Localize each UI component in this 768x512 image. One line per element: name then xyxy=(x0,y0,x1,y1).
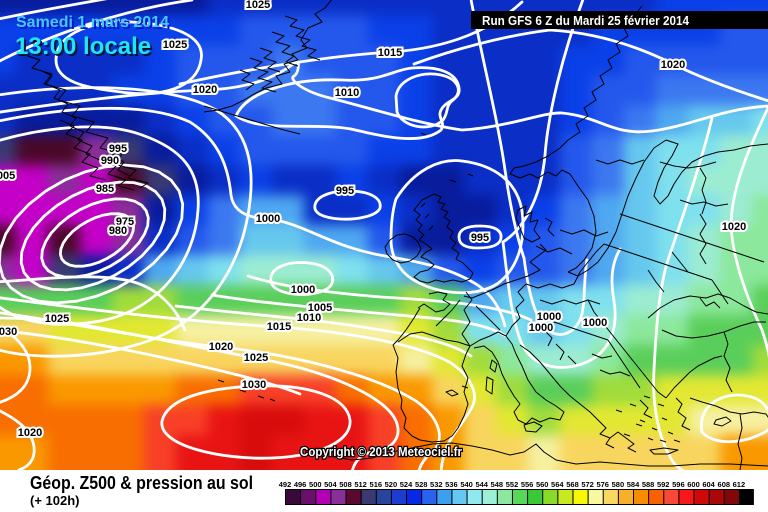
svg-text:13:00 locale: 13:00 locale xyxy=(17,35,153,62)
svg-text:500: 500 xyxy=(309,480,322,489)
svg-text:588: 588 xyxy=(642,480,655,489)
svg-text:496: 496 xyxy=(294,480,307,489)
svg-text:995: 995 xyxy=(471,232,489,244)
svg-text:975: 975 xyxy=(116,216,134,228)
svg-text:492: 492 xyxy=(279,480,292,489)
svg-text:580: 580 xyxy=(612,480,625,489)
svg-text:612: 612 xyxy=(733,480,746,489)
svg-text:995: 995 xyxy=(109,143,127,155)
svg-text:508: 508 xyxy=(339,480,352,489)
svg-text:520: 520 xyxy=(385,480,398,489)
svg-text:1020: 1020 xyxy=(18,427,42,439)
svg-text:516: 516 xyxy=(370,480,383,489)
svg-text:556: 556 xyxy=(521,480,534,489)
svg-text:608: 608 xyxy=(718,480,731,489)
svg-text:564: 564 xyxy=(551,480,564,489)
svg-text:568: 568 xyxy=(566,480,579,489)
svg-text:1015: 1015 xyxy=(378,47,402,59)
svg-text:1000: 1000 xyxy=(291,284,315,296)
svg-text:572: 572 xyxy=(581,480,594,489)
svg-text:1005: 1005 xyxy=(308,302,332,314)
svg-text:1025: 1025 xyxy=(45,313,69,325)
svg-text:Run GFS 6 Z du Mardi 25 févrie: Run GFS 6 Z du Mardi 25 février 2014 xyxy=(482,14,689,28)
svg-text:540: 540 xyxy=(460,480,473,489)
svg-text:1000: 1000 xyxy=(583,317,607,329)
svg-text:Samedi 1 mars 2014: Samedi 1 mars 2014 xyxy=(18,16,171,33)
svg-text:544: 544 xyxy=(475,480,488,489)
svg-text:1025: 1025 xyxy=(244,352,268,364)
svg-text:1030: 1030 xyxy=(242,379,266,391)
svg-text:528: 528 xyxy=(415,480,428,489)
svg-text:552: 552 xyxy=(506,480,519,489)
svg-text:1020: 1020 xyxy=(661,59,685,71)
svg-text:(+ 102h): (+ 102h) xyxy=(30,493,80,508)
svg-text:985: 985 xyxy=(96,183,114,195)
svg-text:504: 504 xyxy=(324,480,337,489)
svg-text:512: 512 xyxy=(354,480,367,489)
svg-text:1025: 1025 xyxy=(163,39,187,51)
svg-text:990: 990 xyxy=(101,155,119,167)
svg-text:005: 005 xyxy=(0,170,15,182)
svg-text:1020: 1020 xyxy=(209,341,233,353)
svg-text:532: 532 xyxy=(430,480,443,489)
svg-text:584: 584 xyxy=(627,480,640,489)
svg-text:536: 536 xyxy=(445,480,458,489)
svg-text:13:00 locale: 13:00 locale xyxy=(15,33,151,60)
svg-text:524: 524 xyxy=(400,480,413,489)
svg-text:548: 548 xyxy=(491,480,504,489)
svg-text:600: 600 xyxy=(687,480,700,489)
svg-text:592: 592 xyxy=(657,480,670,489)
svg-text:1030: 1030 xyxy=(0,326,17,338)
svg-text:995: 995 xyxy=(336,185,354,197)
svg-text:1020: 1020 xyxy=(193,84,217,96)
svg-text:1010: 1010 xyxy=(335,87,359,99)
svg-text:980: 980 xyxy=(109,225,127,237)
svg-text:1000: 1000 xyxy=(537,311,561,323)
svg-text:Copyright © 2013 Meteociel.fr: Copyright © 2013 Meteociel.fr xyxy=(300,445,462,459)
svg-text:Géop. Z500 & pression au sol: Géop. Z500 & pression au sol xyxy=(30,473,253,493)
svg-text:1010: 1010 xyxy=(297,312,321,324)
svg-text:1000: 1000 xyxy=(529,322,553,334)
svg-text:560: 560 xyxy=(536,480,549,489)
svg-text:1000: 1000 xyxy=(256,213,280,225)
svg-text:Samedi 1 mars 2014: Samedi 1 mars 2014 xyxy=(16,14,169,31)
svg-text:1015: 1015 xyxy=(267,321,291,333)
svg-text:576: 576 xyxy=(596,480,609,489)
svg-text:1020: 1020 xyxy=(722,221,746,233)
svg-text:1025: 1025 xyxy=(246,0,270,11)
svg-text:596: 596 xyxy=(672,480,685,489)
svg-text:604: 604 xyxy=(702,480,715,489)
